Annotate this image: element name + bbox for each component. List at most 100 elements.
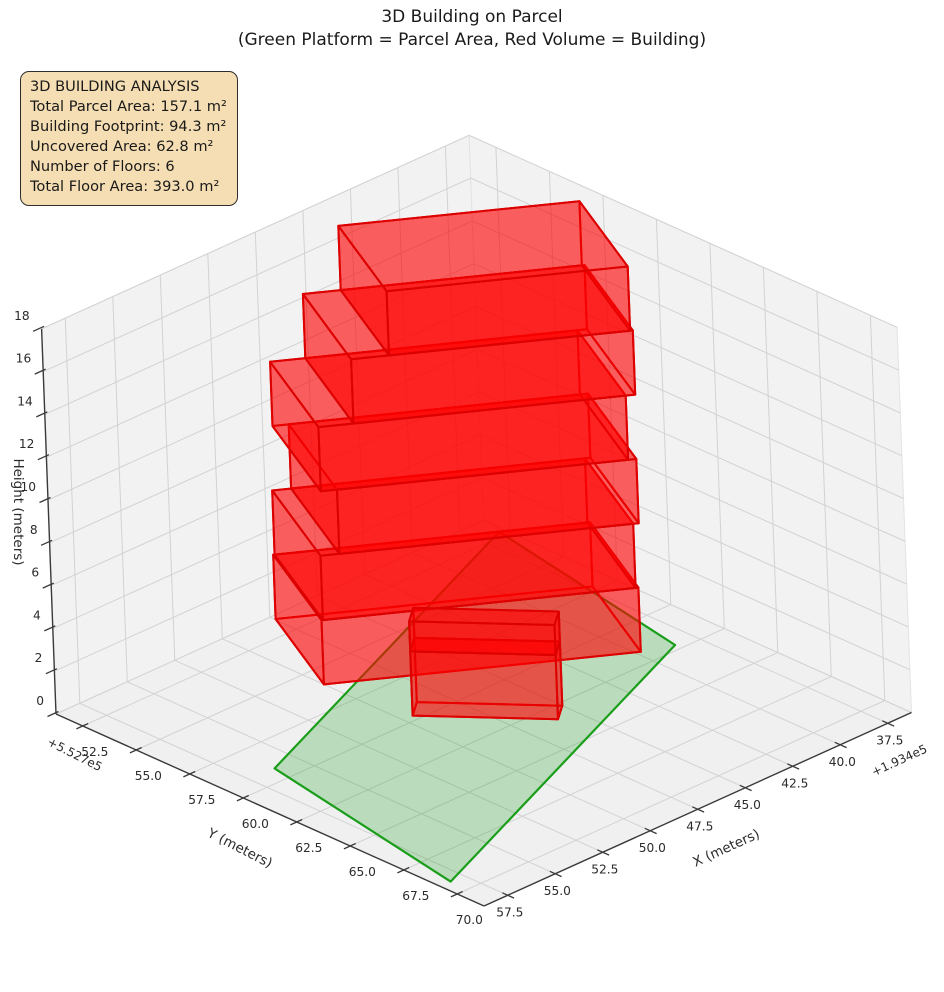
info-line-floor-area: Total Floor Area: 393.0 m²: [30, 178, 220, 196]
floor-grid-y: [457, 700, 886, 895]
z-tick-mark: [34, 368, 46, 375]
wall-grid-y: [495, 147, 511, 533]
floor-grid-y: [82, 532, 511, 727]
wall-grid-x: [64, 318, 81, 704]
y-tick-mark: [183, 770, 196, 778]
z-axis-label: Height (meters): [10, 458, 26, 565]
wall-grid-y: [816, 291, 832, 677]
info-line-floors: Number of Floors: 6: [30, 158, 175, 176]
z-tick-label: 18: [14, 309, 30, 323]
z-tick-label: 6: [31, 566, 39, 580]
z-tick-label: 2: [35, 651, 43, 665]
z-axis-line: [40, 328, 57, 715]
floor-grid-x: [459, 530, 889, 724]
info-line-parcel: Total Parcel Area: 157.1 m²: [30, 98, 227, 116]
rightwall-grid-z: [472, 220, 901, 414]
y-tick-label: 55.0: [135, 769, 162, 783]
x-tick-label: 57.5: [496, 905, 523, 919]
z-tick-mark: [45, 668, 58, 675]
parcel-platform: [273, 530, 677, 883]
x-axis-offset-text: +1.934e5: [869, 742, 929, 779]
y-tick-mark: [343, 842, 356, 850]
x-tick-label: 55.0: [544, 884, 571, 898]
floor-6-face: [385, 265, 632, 357]
x-tick-mark: [549, 870, 562, 878]
x-tick-mark: [502, 892, 515, 899]
z-tick-mark: [47, 710, 59, 718]
x-tick-mark: [597, 849, 610, 856]
wall-grid-x: [444, 146, 461, 532]
analysis-info-box: 3D BUILDING ANALYSIS Total Parcel Area: …: [20, 71, 238, 206]
floor-grid-x: [412, 552, 841, 746]
leftwall-grid-z: [41, 134, 470, 330]
wall-grid-x: [254, 232, 271, 618]
rightwall-grid-z: [483, 520, 912, 713]
leftwall-grid-z: [42, 177, 471, 373]
z-tick-label: 16: [16, 352, 32, 366]
rightwall-grid-z: [481, 477, 911, 671]
rightwall-grid-z: [478, 391, 907, 585]
x-tick-label: 45.0: [734, 798, 761, 812]
info-line-uncovered: Uncovered Area: 62.8 m²: [30, 138, 214, 156]
info-line-footprint: Building Footprint: 94.3 m²: [30, 118, 227, 136]
rightwall-grid-z: [473, 263, 903, 457]
z-tick-mark: [42, 582, 54, 589]
z-tick-mark: [32, 325, 45, 332]
z-tick-mark: [40, 539, 53, 546]
z-tick-mark: [39, 496, 51, 504]
leftwall-grid-z: [52, 434, 481, 629]
leftwall-grid-z: [46, 263, 475, 458]
wall-grid-x: [159, 275, 176, 661]
y-axis-line: [55, 713, 485, 907]
wall-grid-y: [602, 195, 618, 581]
z-tick-label: 8: [30, 523, 38, 537]
wall-grid-x: [112, 296, 128, 682]
wall-grid-y: [762, 267, 779, 653]
y-tick-label: 67.5: [402, 889, 429, 903]
y-tick-label: 62.5: [295, 841, 322, 855]
leftwall-grid-z: [54, 477, 483, 672]
wall-grid-y: [709, 243, 725, 629]
y-tick-mark: [450, 890, 463, 898]
y-tick-label: 65.0: [349, 865, 376, 879]
floor-grid-y: [403, 676, 832, 871]
y-tick-label: 60.0: [242, 817, 269, 831]
floor-5-face: [350, 329, 637, 425]
floor-grid-y: [296, 628, 725, 823]
floor-grid-x: [79, 702, 509, 896]
y-tick-label: 57.5: [188, 793, 215, 807]
chart-title-line1: 3D Building on Parcel: [381, 7, 563, 27]
x-tick-label: 42.5: [781, 776, 808, 790]
floor-grid-y: [189, 580, 618, 775]
y-tick-label: 70.0: [456, 913, 483, 927]
x-tick-label: 47.5: [686, 819, 713, 833]
wall-grid-x: [302, 210, 318, 596]
z-tick-label: 0: [36, 694, 44, 708]
x-tick-label: 50.0: [639, 841, 666, 855]
wall-grid-y: [548, 171, 565, 557]
wall-grid-x: [207, 253, 223, 639]
chart-title: 3D Building on Parcel (Green Platform = …: [0, 6, 944, 52]
x-tick-mark: [739, 784, 752, 792]
floor-grid-y: [350, 652, 779, 847]
floor-grid-x: [269, 616, 699, 810]
y-tick-label: 52.5: [81, 745, 108, 759]
rightwall-grid-z: [470, 177, 899, 371]
wall-grid-x: [397, 167, 413, 553]
floor-grid-x: [174, 659, 604, 853]
wall-grid-y: [655, 219, 672, 605]
wall-grid-x: [349, 189, 366, 575]
y-tick-mark: [290, 818, 303, 826]
wall-grid-y: [869, 315, 886, 701]
x-tick-label: 40.0: [829, 755, 856, 769]
rightwall-grid-z: [476, 348, 906, 542]
z-tick-mark: [36, 411, 48, 418]
y-tick-mark: [76, 722, 89, 730]
leftwall-grid-z: [50, 391, 479, 587]
floor-grid-x: [127, 681, 556, 875]
floor-grid-x: [364, 573, 794, 767]
x-tick-mark: [692, 806, 705, 813]
floor-grid-y: [136, 556, 565, 751]
z-tick-label: 4: [33, 608, 41, 622]
